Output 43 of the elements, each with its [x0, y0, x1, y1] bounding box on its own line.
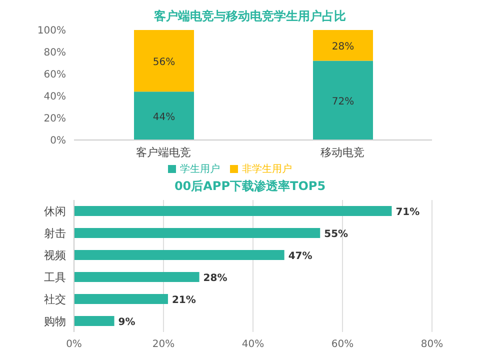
y-tick-label: 20%	[44, 114, 66, 125]
x-tick-label: 20%	[152, 339, 175, 350]
data-label: 56%	[152, 56, 176, 68]
bar	[313, 30, 373, 61]
x-tick-label: 80%	[420, 339, 444, 350]
bar	[134, 30, 194, 92]
y-tick-label: 60%	[44, 70, 66, 81]
chart-title: 00后APP下载渗透率TOP5	[173, 178, 327, 194]
y-tick-label: 工具	[44, 270, 66, 284]
y-tick-label: 0%	[50, 136, 66, 147]
y-tick-label: 100%	[37, 26, 66, 37]
x-tick-label: 60%	[331, 339, 354, 350]
y-tick-label: 社交	[44, 292, 66, 306]
data-label: 21%	[172, 295, 196, 306]
x-tick-label: 0%	[66, 339, 82, 350]
x-tick-label: 客户端电竞	[136, 146, 191, 159]
y-tick-label: 购物	[44, 314, 66, 328]
bar	[74, 294, 168, 304]
y-tick-label: 休闲	[44, 204, 66, 218]
data-label: 71%	[396, 207, 420, 218]
data-label: 44%	[152, 112, 176, 123]
data-label: 28%	[332, 41, 354, 52]
bar	[134, 92, 194, 140]
legend-label: 学生用户	[180, 164, 220, 175]
bar	[74, 316, 114, 326]
bar	[74, 228, 320, 238]
bar	[74, 250, 284, 260]
y-tick-label: 射击	[44, 226, 66, 240]
data-label: 55%	[324, 229, 348, 240]
data-label: 72%	[332, 96, 354, 108]
y-tick-label: 40%	[44, 92, 66, 103]
bar	[74, 272, 200, 282]
data-label: 9%	[118, 317, 136, 328]
bar	[313, 60, 373, 140]
y-tick-label: 80%	[44, 48, 66, 59]
x-tick-label: 移动电竞	[320, 146, 364, 159]
bar	[74, 206, 392, 216]
data-label: 47%	[288, 251, 312, 262]
x-tick-label: 40%	[242, 339, 264, 350]
data-label: 28%	[203, 273, 228, 284]
legend-label: 非学生用户	[242, 164, 292, 175]
chart-title: 客户端电竞与移动电竞学生用户占比	[153, 8, 347, 24]
y-tick-label: 视频	[44, 248, 66, 262]
